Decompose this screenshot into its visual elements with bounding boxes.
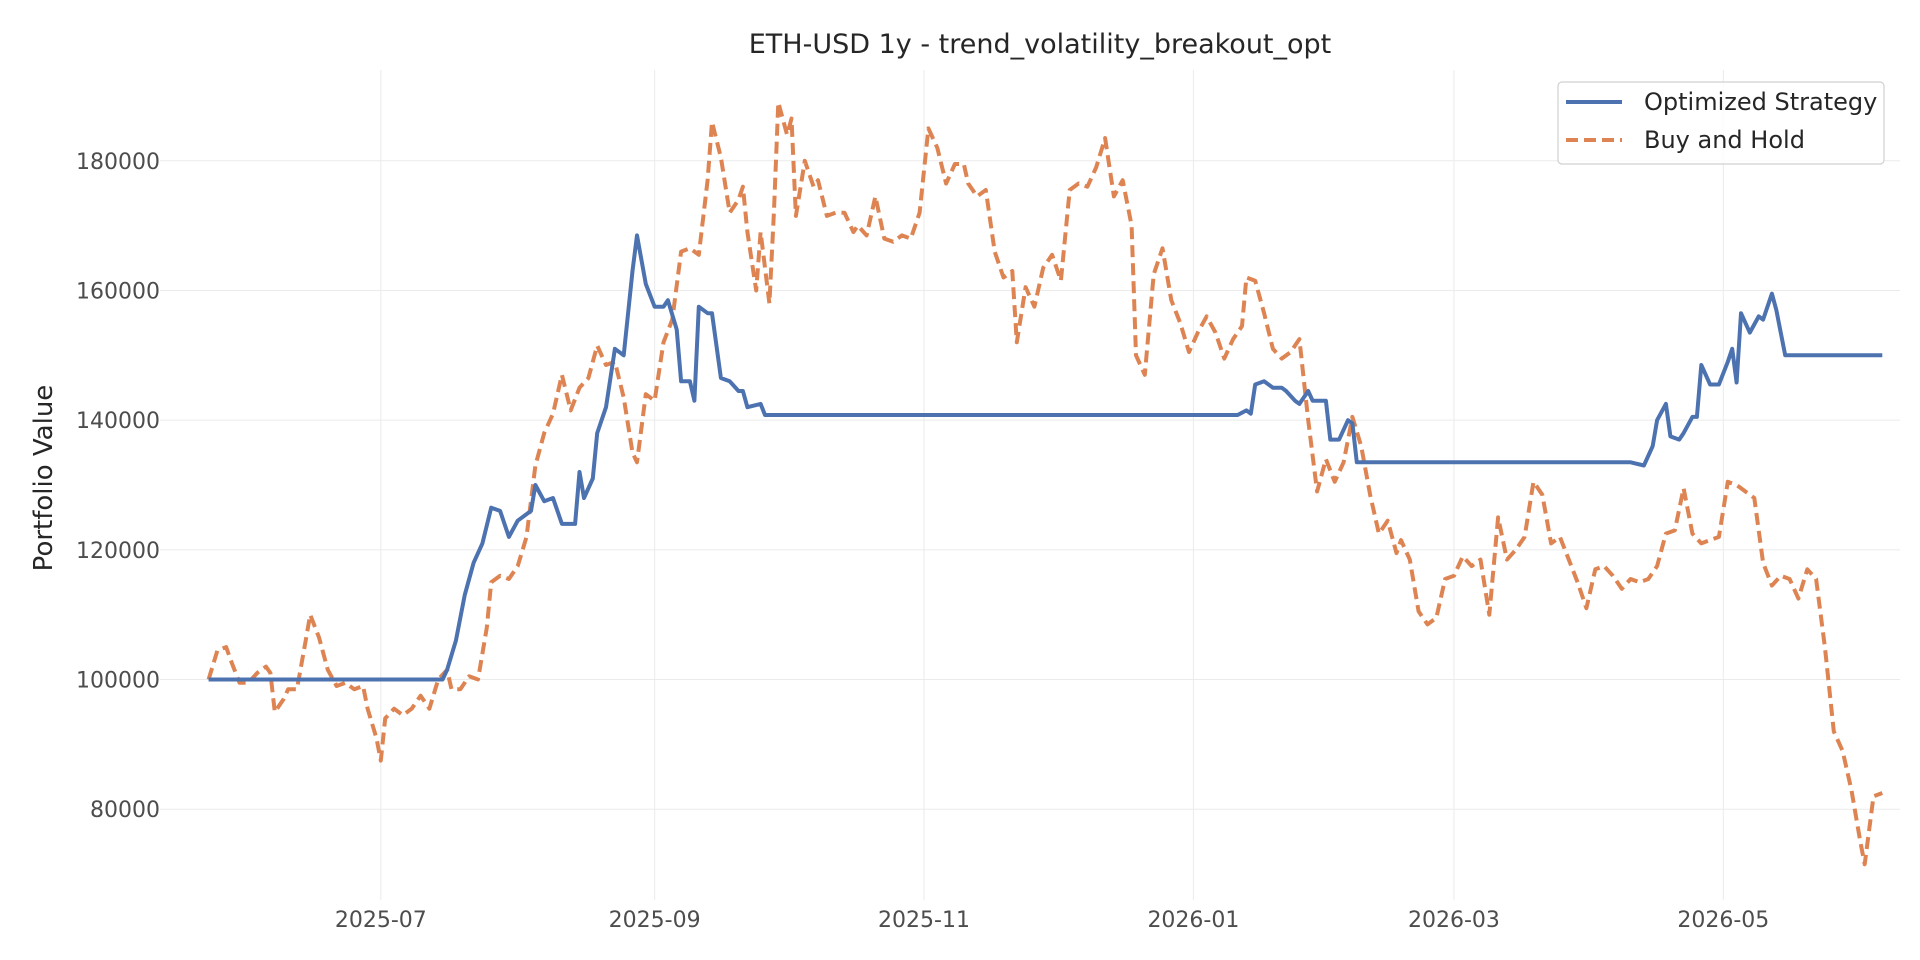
legend: Optimized Strategy Buy and Hold — [1557, 81, 1885, 165]
y-tick-label: 100000 — [76, 669, 160, 694]
y-tick-label: 160000 — [76, 279, 160, 304]
x-axis-ticks: 2025-07 2025-09 2025-11 2026-01 2026-03 2026-… — [335, 908, 1769, 933]
x-tick-label: 2026-03 — [1408, 908, 1500, 933]
y-axis-ticks: 80000 100000 120000 140000 160000 180000 — [76, 150, 160, 823]
y-tick-label: 180000 — [76, 150, 160, 175]
x-tick-label: 2026-01 — [1147, 908, 1239, 933]
y-tick-label: 140000 — [76, 409, 160, 434]
x-tick-label: 2025-11 — [878, 908, 970, 933]
legend-label-optimized-strategy: Optimized Strategy — [1644, 88, 1877, 116]
x-tick-label: 2025-09 — [609, 908, 701, 933]
legend-label-buy-and-hold: Buy and Hold — [1644, 126, 1805, 154]
buy-and-hold-line — [206, 100, 1884, 867]
y-axis-label: Portfolio Value — [29, 385, 59, 572]
x-tick-label: 2025-07 — [335, 908, 427, 933]
legend-box — [1557, 81, 1885, 165]
x-tick-label: 2026-05 — [1677, 908, 1769, 933]
optimized-strategy-line — [208, 233, 1883, 682]
y-tick-label: 80000 — [90, 798, 160, 823]
series-lines — [206, 100, 1884, 867]
chart-title: ETH-USD 1y - trend_volatility_breakout_o… — [749, 29, 1332, 60]
y-tick-label: 120000 — [76, 539, 160, 564]
